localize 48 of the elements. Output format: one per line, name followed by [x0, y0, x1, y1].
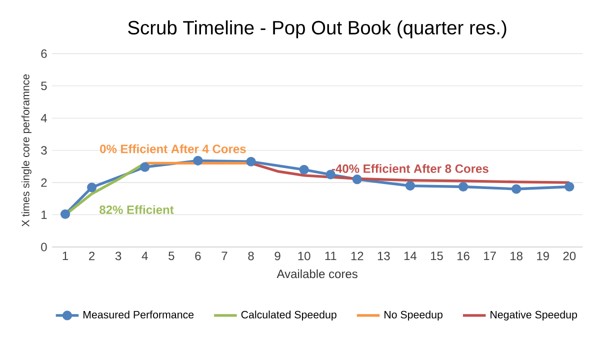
point [352, 174, 362, 184]
y-axis-title: X times single core perforamnce [22, 74, 32, 227]
x-tick-label: 8 [248, 252, 254, 260]
x-tick-label: 15 [430, 252, 443, 260]
x-tick-label: 10 [298, 252, 310, 260]
x-tick-label: 9 [274, 252, 280, 260]
x-tick-label: 12 [351, 252, 364, 260]
legend-label: Calculated Speedup [241, 310, 336, 321]
y-tick-label: 0 [41, 242, 47, 252]
x-axis-title: Available cores [276, 269, 358, 278]
y-tick-label: 4 [40, 114, 47, 122]
x-tick-label: 5 [168, 252, 174, 260]
legend-label: No Speedup [384, 310, 442, 321]
x-tick-label: 4 [142, 252, 148, 260]
y-tick-label: 6 [41, 49, 47, 58]
x-tick-label: 6 [195, 252, 201, 260]
legend-label: Measured Performance [83, 310, 194, 318]
point [405, 180, 416, 191]
x-tick-label: 20 [563, 252, 576, 260]
point [193, 156, 203, 166]
y-tick-label: 2 [41, 178, 47, 187]
annotation: 0% Efficient After 4 Cores [100, 144, 246, 154]
point [564, 182, 574, 192]
point [299, 164, 309, 174]
x-tick-label: 11 [325, 252, 336, 260]
x-tick-label: 2 [89, 252, 95, 260]
x-tick-label: 13 [378, 252, 390, 260]
x-tick-label: 16 [458, 252, 470, 260]
annotation: 82% Efficient [100, 205, 174, 214]
y-tick-label: 3 [41, 146, 47, 155]
y-tick-label: 5 [41, 82, 47, 90]
point [140, 162, 150, 172]
x-tick-label: 3 [115, 252, 122, 260]
legend-label: Negative Speedup [490, 310, 578, 321]
x-tick-label: 19 [537, 252, 549, 260]
point [246, 156, 256, 166]
x-tick-label: 18 [510, 252, 522, 260]
point [512, 184, 522, 194]
point [458, 182, 468, 192]
annotation: -40% Efficient After 8 Cores [332, 164, 488, 173]
chart-title: Scrub Timeline - Pop Out Book (quarter res.) [128, 20, 506, 38]
x-tick-label: 17 [484, 252, 496, 260]
point [60, 209, 70, 219]
point [87, 182, 97, 192]
x-tick-label: 1 [62, 252, 68, 260]
y-tick-label: 1 [42, 210, 47, 219]
x-tick-label: 14 [404, 252, 417, 260]
x-tick-label: 7 [222, 252, 228, 260]
